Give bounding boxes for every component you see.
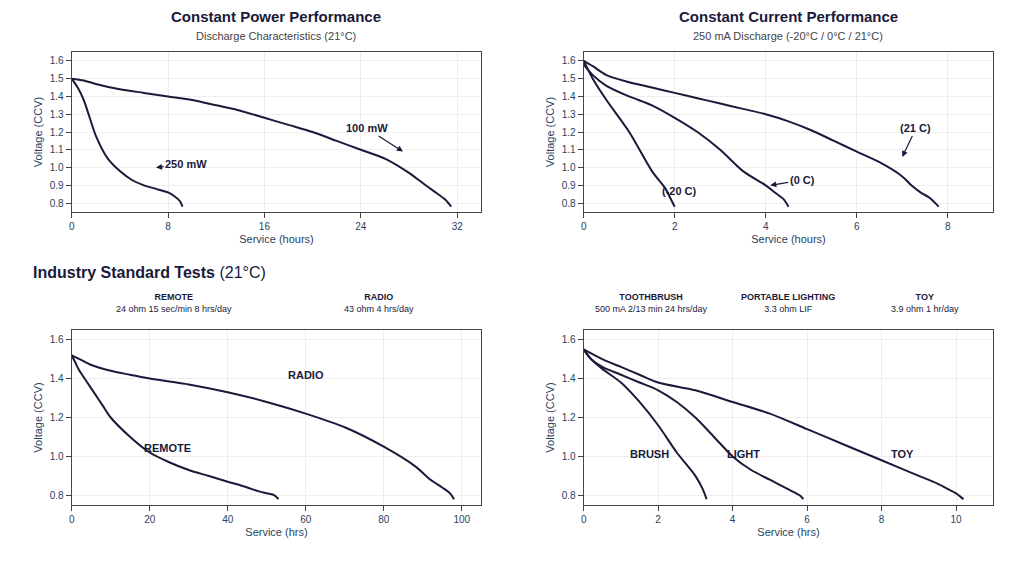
svg-text:2: 2 <box>672 221 678 232</box>
svg-text:32: 32 <box>452 221 464 232</box>
svg-text:0: 0 <box>69 514 75 525</box>
svg-text:80: 80 <box>378 514 390 525</box>
svg-text:6: 6 <box>854 221 860 232</box>
svg-text:1.0: 1.0 <box>50 162 64 173</box>
svg-text:1.0: 1.0 <box>50 451 64 462</box>
svg-text:1.1: 1.1 <box>562 144 576 155</box>
svg-text:1.0: 1.0 <box>562 451 576 462</box>
svg-text:RADIO43 ohm 4 hrs/day: RADIO43 ohm 4 hrs/day <box>344 292 414 314</box>
svg-text:Voltage (CCV): Voltage (CCV) <box>32 382 44 452</box>
svg-text:6: 6 <box>804 514 810 525</box>
svg-text:1.5: 1.5 <box>50 73 64 84</box>
svg-text:0.9: 0.9 <box>50 180 64 191</box>
svg-text:PORTABLE LIGHTING3.3 ohm LIF: PORTABLE LIGHTING3.3 ohm LIF <box>741 292 835 314</box>
svg-text:1.3: 1.3 <box>562 109 576 120</box>
svg-text:TOY: TOY <box>891 448 914 460</box>
svg-text:RADIO: RADIO <box>288 369 324 381</box>
svg-text:1.6: 1.6 <box>562 55 576 66</box>
svg-text:Voltage (CCV): Voltage (CCV) <box>544 97 556 167</box>
svg-text:Voltage (CCV): Voltage (CCV) <box>544 382 556 452</box>
svg-text:TOY3.9 ohm 1 hr/day: TOY3.9 ohm 1 hr/day <box>891 292 959 314</box>
svg-text:24: 24 <box>355 221 367 232</box>
svg-text:0.9: 0.9 <box>562 180 576 191</box>
svg-text:1.3: 1.3 <box>50 109 64 120</box>
svg-text:Industry Standard Tests (21°C): Industry Standard Tests (21°C) <box>33 264 266 281</box>
svg-text:0: 0 <box>581 514 587 525</box>
svg-text:0.8: 0.8 <box>50 198 64 209</box>
svg-text:Service (hrs): Service (hrs) <box>757 526 819 538</box>
svg-text:1.2: 1.2 <box>562 412 576 423</box>
svg-text:Service (hours): Service (hours) <box>239 233 314 245</box>
svg-text:(21 C): (21 C) <box>900 122 931 134</box>
svg-text:0.8: 0.8 <box>562 198 576 209</box>
svg-text:Voltage (CCV): Voltage (CCV) <box>32 97 44 167</box>
svg-text:1.0: 1.0 <box>562 162 576 173</box>
svg-text:1.1: 1.1 <box>50 144 64 155</box>
svg-text:1.6: 1.6 <box>50 55 64 66</box>
svg-text:60: 60 <box>300 514 312 525</box>
svg-text:100: 100 <box>453 514 470 525</box>
svg-text:8: 8 <box>945 221 951 232</box>
svg-text:0.8: 0.8 <box>50 490 64 501</box>
svg-text:1.4: 1.4 <box>50 91 64 102</box>
svg-text:Discharge Characteristics (21°: Discharge Characteristics (21°C) <box>196 30 356 42</box>
svg-text:8: 8 <box>165 221 171 232</box>
svg-text:100 mW: 100 mW <box>346 122 388 134</box>
svg-text:4: 4 <box>730 514 736 525</box>
svg-text:REMOTE24 ohm 15 sec/min 8 hrs/: REMOTE24 ohm 15 sec/min 8 hrs/day <box>116 292 232 314</box>
svg-text:Constant Power Performance: Constant Power Performance <box>171 8 381 25</box>
svg-text:Constant Current Performance: Constant Current Performance <box>679 8 898 25</box>
svg-text:REMOTE: REMOTE <box>144 442 191 454</box>
svg-text:LIGHT: LIGHT <box>727 448 760 460</box>
svg-text:0.8: 0.8 <box>562 490 576 501</box>
svg-text:1.4: 1.4 <box>50 373 64 384</box>
svg-text:Service (hrs): Service (hrs) <box>245 526 307 538</box>
svg-text:250 mA Discharge (-20°C / 0°C: 250 mA Discharge (-20°C / 0°C / 21°C) <box>693 30 883 42</box>
svg-text:1.2: 1.2 <box>562 127 576 138</box>
svg-text:250 mW: 250 mW <box>165 158 207 170</box>
svg-text:40: 40 <box>222 514 234 525</box>
svg-text:8: 8 <box>879 514 885 525</box>
svg-text:1.4: 1.4 <box>562 373 576 384</box>
svg-text:10: 10 <box>950 514 962 525</box>
svg-text:2: 2 <box>655 514 661 525</box>
svg-text:1.4: 1.4 <box>562 91 576 102</box>
svg-text:1.5: 1.5 <box>562 73 576 84</box>
svg-text:1.6: 1.6 <box>50 334 64 345</box>
svg-text:BRUSH: BRUSH <box>630 448 669 460</box>
svg-text:20: 20 <box>144 514 156 525</box>
svg-text:(-20 C): (-20 C) <box>662 185 697 197</box>
svg-text:(0 C): (0 C) <box>790 174 815 186</box>
svg-text:1.6: 1.6 <box>562 334 576 345</box>
svg-text:16: 16 <box>259 221 271 232</box>
svg-text:TOOTHBRUSH500 mA 2/13 min 24 h: TOOTHBRUSH500 mA 2/13 min 24 hrs/day <box>595 292 708 314</box>
svg-text:1.2: 1.2 <box>50 412 64 423</box>
svg-text:0: 0 <box>581 221 587 232</box>
svg-text:1.2: 1.2 <box>50 127 64 138</box>
svg-text:4: 4 <box>763 221 769 232</box>
svg-text:0: 0 <box>69 221 75 232</box>
svg-text:Service (hours): Service (hours) <box>751 233 826 245</box>
